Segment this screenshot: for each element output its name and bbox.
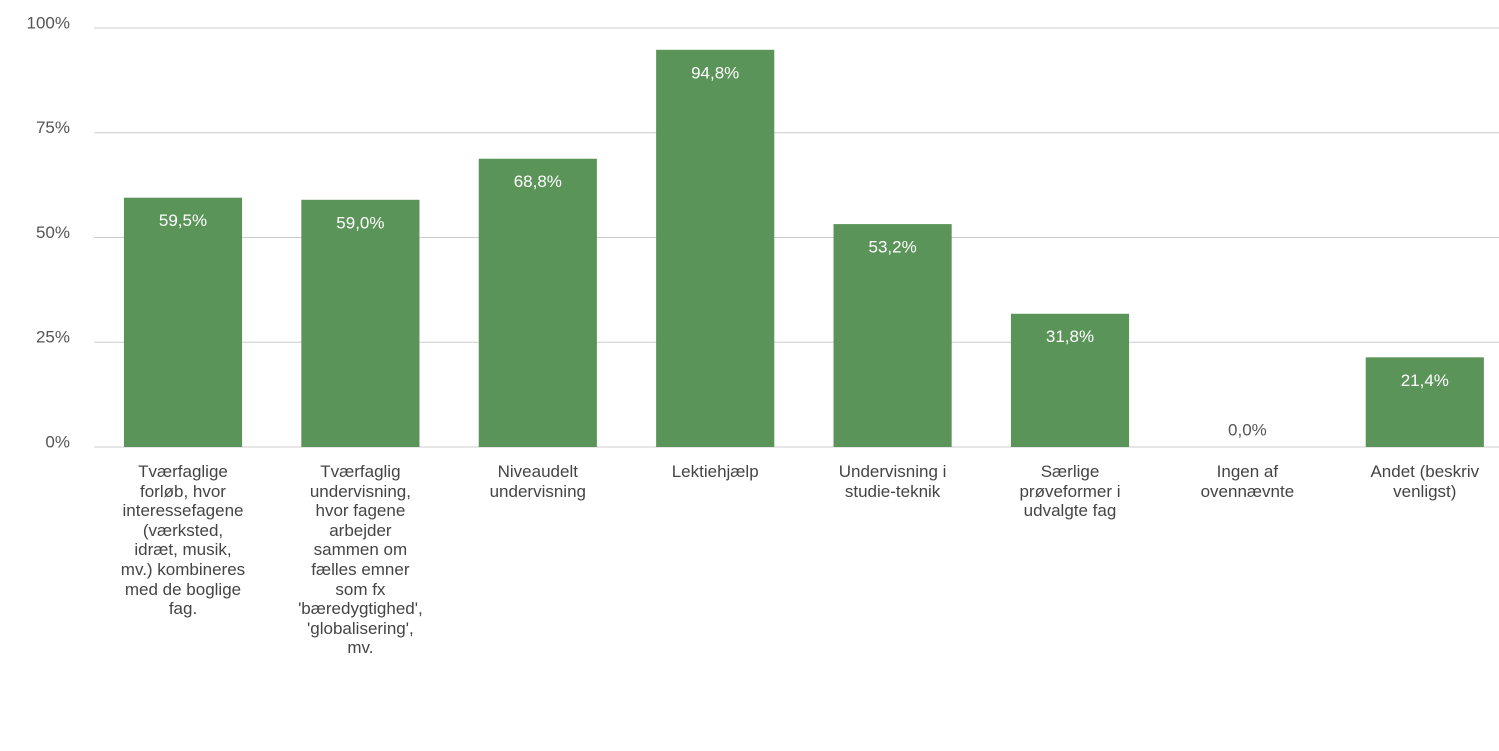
value-label: 31,8% [1046, 327, 1094, 346]
x-tick-label: Undervisning i studie-teknik [838, 462, 947, 501]
x-tick-label: Lektiehjælp [671, 462, 759, 481]
y-tick-label: 25% [36, 328, 70, 347]
x-tick-label: Niveaudelt undervisning [489, 462, 586, 501]
x-tick-label: Tværfaglige forløb, hvor interessefagene… [120, 462, 246, 619]
y-tick-label: 100% [27, 13, 70, 32]
x-tick-label: Ingen af ovennævnte [1200, 462, 1295, 501]
value-label: 21,4% [1401, 371, 1449, 390]
x-tick-label: Særlige prøveformer i udvalgte fag [1019, 462, 1121, 521]
y-tick-label: 0% [45, 432, 70, 451]
bar [1010, 313, 1130, 447]
y-tick-label: 50% [36, 223, 70, 242]
value-label: 68,8% [514, 172, 562, 191]
bar [301, 199, 420, 447]
value-label: 59,5% [159, 211, 207, 230]
bar [656, 49, 775, 448]
y-tick-label: 75% [36, 118, 70, 137]
bar [1365, 357, 1484, 447]
bar [478, 158, 597, 447]
value-label: 94,8% [691, 63, 739, 82]
x-tick-label: Andet (beskriv venligst) [1370, 462, 1480, 501]
value-label: 0,0% [1228, 420, 1267, 439]
bar [833, 224, 952, 447]
value-label: 53,2% [868, 238, 916, 257]
x-tick-label: Tværfaglig undervisning, hvor fagene arb… [298, 462, 423, 658]
bar [123, 197, 243, 447]
value-label: 59,0% [336, 213, 384, 232]
